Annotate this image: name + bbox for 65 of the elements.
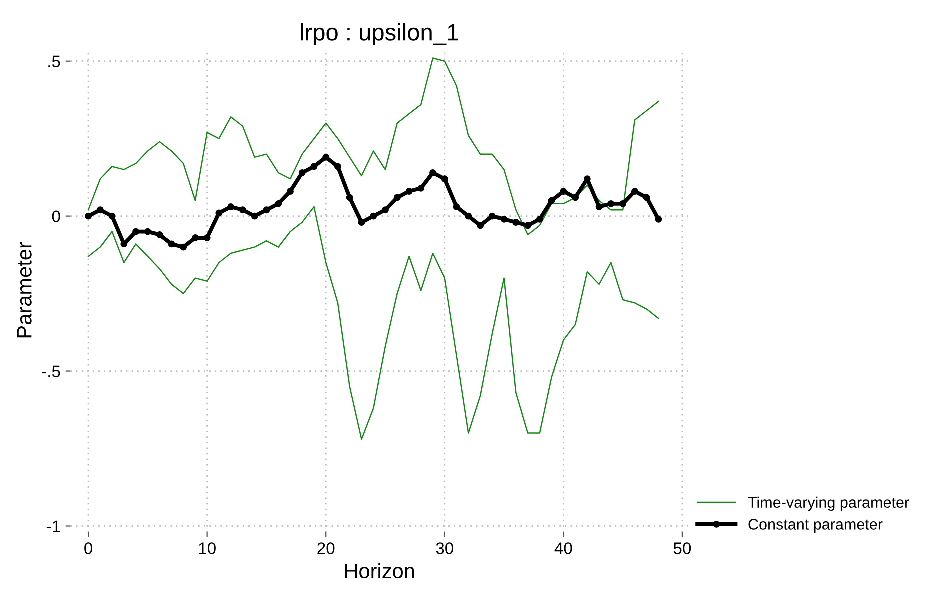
legend-label: Time-varying parameter: [748, 496, 910, 512]
line-series: [88, 58, 660, 236]
point: [406, 188, 413, 195]
point: [430, 169, 436, 176]
y-tick-label: -1: [46, 520, 60, 532]
point: [263, 206, 270, 214]
y-axis-title: Parameter: [17, 242, 32, 338]
point: [655, 216, 662, 223]
chart-title: lrpo : upsilon_1: [301, 24, 458, 46]
point: [394, 194, 401, 202]
point: [239, 206, 246, 214]
point: [358, 219, 366, 226]
point: [192, 234, 199, 242]
point: [418, 184, 425, 192]
point: [548, 197, 556, 204]
x-tick-label: 30: [436, 542, 454, 554]
point: [346, 194, 354, 202]
line-series: [88, 206, 660, 440]
point: [441, 176, 448, 183]
point: [156, 231, 164, 238]
point: [108, 212, 116, 220]
y-tick-label: -.5: [42, 366, 60, 378]
point: [120, 240, 128, 248]
point: [512, 219, 520, 226]
x-axis-title: Horizon: [345, 563, 414, 579]
point: [524, 222, 532, 230]
point: [477, 222, 484, 230]
point: [228, 204, 235, 210]
point: [216, 210, 223, 217]
point: [85, 212, 92, 220]
point: [500, 216, 508, 223]
x-tick-label: 50: [674, 542, 692, 554]
point: [536, 216, 544, 223]
point: [370, 212, 378, 220]
point: [453, 204, 460, 210]
legend-label: Constant parameter: [748, 519, 883, 533]
point: [631, 188, 638, 195]
point: [620, 200, 627, 208]
point: [334, 163, 342, 170]
x-tick-label: 10: [199, 542, 216, 554]
point: [382, 206, 389, 214]
point: [608, 200, 615, 208]
point: [465, 212, 472, 220]
y-tick-label: 0: [52, 210, 60, 223]
point: [251, 212, 258, 220]
point: [180, 244, 188, 251]
point: [596, 204, 603, 210]
point: [310, 163, 318, 170]
y-tick-label: .5: [48, 56, 60, 68]
point: [275, 200, 282, 208]
point: [572, 194, 580, 202]
point: [168, 240, 176, 248]
x-tick-label: 40: [554, 542, 572, 554]
point: [643, 194, 650, 202]
point: [322, 154, 330, 161]
point: [298, 169, 306, 176]
point: [560, 188, 568, 195]
x-tick-label: 0: [84, 542, 93, 554]
point: [204, 234, 211, 242]
point: [488, 212, 496, 220]
point: [132, 228, 140, 236]
point: [96, 206, 104, 214]
x-tick-label: 20: [318, 542, 335, 554]
point: [144, 228, 152, 236]
point: [287, 188, 294, 195]
